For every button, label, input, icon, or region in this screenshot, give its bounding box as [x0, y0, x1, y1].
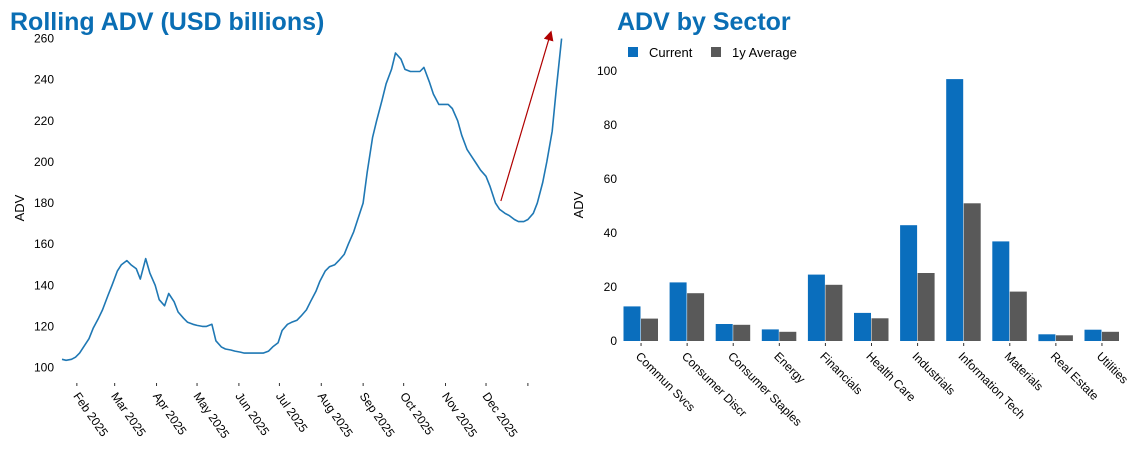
bar-y-tick-label: 100: [597, 64, 617, 78]
bar-average-industrials: [917, 273, 935, 341]
bar-average-consumer-discr: [687, 293, 705, 341]
legend-label-average: 1y Average: [732, 45, 797, 60]
line-y-tick-label: 120: [34, 319, 54, 333]
bar-category-label: Real Estate: [1048, 349, 1102, 403]
bar-y-tick-label: 20: [604, 280, 618, 294]
bar-average-consumer-staples: [733, 324, 751, 341]
bar-average-real-estate: [1055, 335, 1073, 341]
line-x-tick-label: Apr 2025: [150, 390, 190, 438]
bar-average-utilities: [1102, 331, 1119, 341]
bar-current-energy: [761, 329, 779, 341]
line-x-tick-label: Sep 2025: [357, 390, 398, 440]
line-x-tick-label: Oct 2025: [397, 390, 437, 438]
adv-series-line: [61, 38, 563, 362]
bar-chart-title: ADV by Sector: [617, 8, 791, 36]
line-y-tick-label: 260: [34, 32, 54, 46]
bar-category-label: Energy: [771, 349, 808, 386]
line-y-tick-label: 180: [34, 196, 54, 210]
bar-y-tick-label: 0: [610, 334, 617, 348]
legend-swatch-average: [711, 47, 721, 57]
bar-average-energy: [779, 331, 797, 341]
bar-y-tick-label: 60: [604, 172, 618, 186]
line-y-tick-label: 240: [34, 73, 54, 87]
bar-y-axis-title: ADV: [571, 191, 586, 218]
bar-current-financials: [807, 274, 825, 341]
line-x-tick-label: Jun 2025: [232, 390, 272, 439]
bar-current-utilities: [1084, 329, 1102, 341]
bar-current-materials: [992, 241, 1010, 341]
bar-current-health-care: [854, 312, 871, 341]
line-x-tick-label: Dec 2025: [480, 390, 521, 440]
bar-current-commun-svcs: [623, 306, 641, 341]
line-y-tick-label: 200: [34, 155, 54, 169]
line-y-tick-label: 140: [34, 278, 54, 292]
bar-current-information-tech: [946, 79, 964, 341]
bar-current-real-estate: [1038, 334, 1056, 342]
line-chart-title: Rolling ADV (USD billions): [10, 8, 325, 36]
bar-average-health-care: [871, 318, 889, 341]
line-x-tick-label: May 2025: [191, 390, 233, 441]
line-y-axis-title: ADV: [12, 194, 27, 221]
bar-category-label: Materials: [1002, 349, 1046, 393]
line-y-tick-label: 160: [34, 237, 54, 251]
bar-category-label: Industrials: [909, 349, 958, 398]
bar-average-information-tech: [963, 203, 981, 341]
bar-current-industrials: [900, 225, 918, 341]
legend-swatch-current: [628, 47, 638, 57]
line-x-tick-label: Jul 2025: [273, 390, 311, 435]
legend-label-current: Current: [649, 45, 693, 60]
line-y-tick-label: 100: [34, 361, 54, 375]
bar-category-label: Financials: [817, 349, 865, 397]
bar-y-tick-label: 80: [604, 118, 618, 132]
bar-y-tick-label: 40: [604, 226, 618, 240]
line-x-tick-label: Mar 2025: [108, 390, 149, 440]
line-x-tick-label: Aug 2025: [315, 390, 356, 440]
trend-arrow: [500, 30, 554, 202]
line-x-tick-label: Nov 2025: [439, 390, 480, 440]
bar-current-consumer-discr: [669, 282, 687, 341]
bar-average-financials: [825, 284, 843, 341]
line-y-tick-label: 220: [34, 114, 54, 128]
bar-average-materials: [1009, 291, 1027, 341]
bar-category-label: Utilities: [1094, 349, 1131, 386]
line-x-tick-label: Feb 2025: [70, 390, 111, 440]
bar-current-consumer-staples: [715, 324, 733, 341]
bar-average-commun-svcs: [641, 318, 658, 341]
